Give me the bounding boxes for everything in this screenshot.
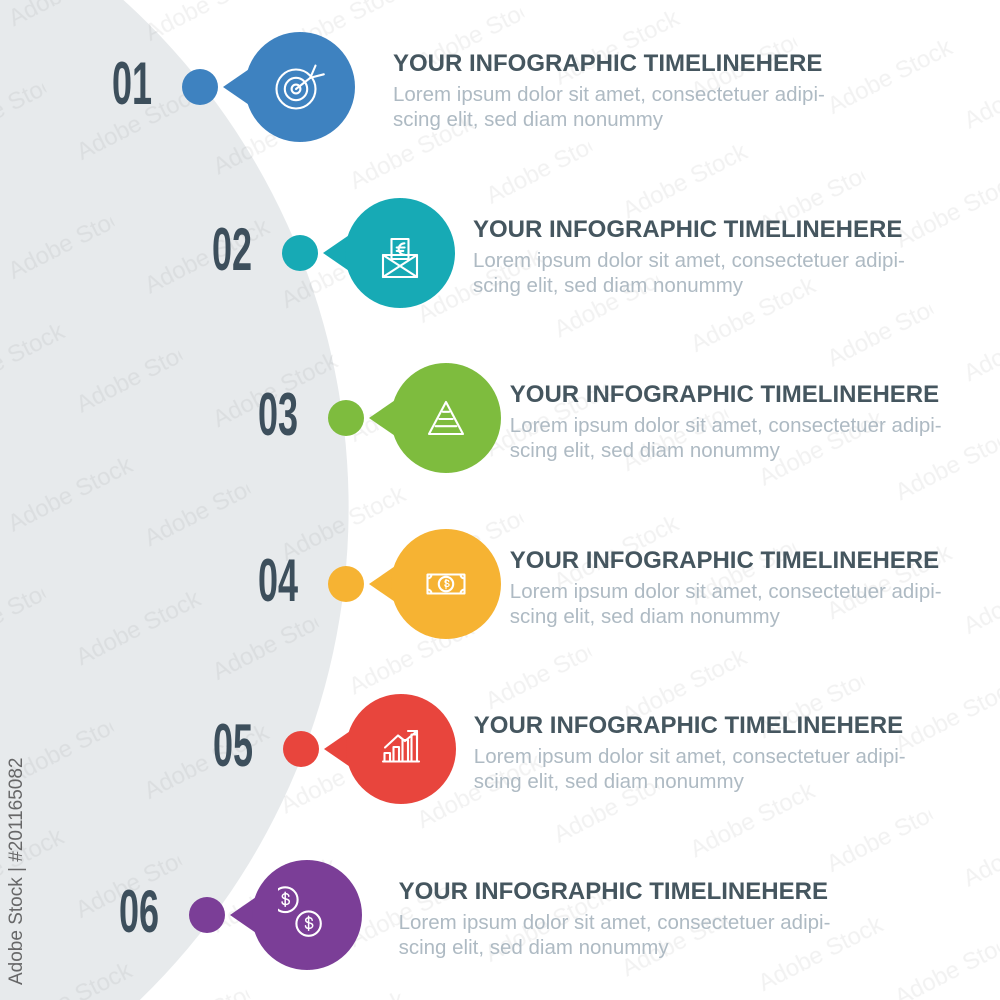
svg-text:Adobe Stock | #201165082: Adobe Stock | #201165082: [6, 758, 27, 986]
